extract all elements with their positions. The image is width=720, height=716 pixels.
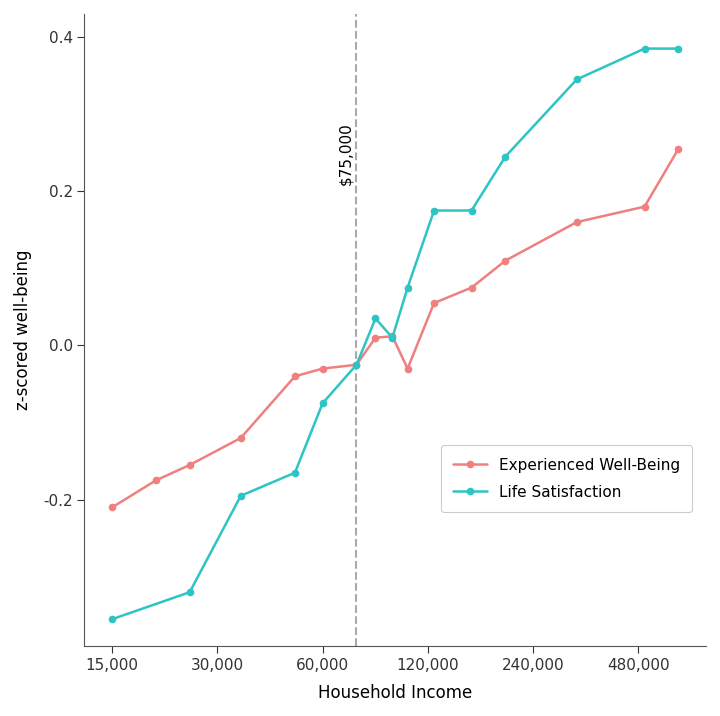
Experienced Well-Being (236, 434, 245, 442)
Experienced Well-Being (352, 360, 361, 369)
Text: $75,000: $75,000 (338, 122, 353, 185)
Life Satisfaction (185, 588, 194, 596)
Experienced Well-Being (501, 256, 510, 265)
Life Satisfaction (572, 75, 581, 84)
Line: Experienced Well-Being: Experienced Well-Being (109, 146, 682, 511)
Life Satisfaction (640, 44, 649, 53)
Life Satisfaction (236, 491, 245, 500)
Experienced Well-Being (430, 299, 438, 307)
Life Satisfaction (501, 153, 510, 161)
Life Satisfaction (430, 206, 438, 215)
Life Satisfaction (108, 615, 117, 624)
Y-axis label: z-scored well-being: z-scored well-being (14, 250, 32, 410)
Experienced Well-Being (640, 203, 649, 211)
Experienced Well-Being (388, 332, 397, 341)
Experienced Well-Being (372, 334, 380, 342)
Experienced Well-Being (467, 284, 476, 292)
Legend: Experienced Well-Being, Life Satisfaction: Experienced Well-Being, Life Satisfactio… (441, 445, 692, 512)
Experienced Well-Being (291, 372, 300, 381)
Experienced Well-Being (185, 460, 194, 469)
Life Satisfaction (372, 314, 380, 323)
Life Satisfaction (352, 360, 361, 369)
Life Satisfaction (467, 206, 476, 215)
Experienced Well-Being (674, 145, 683, 153)
Life Satisfaction (388, 334, 397, 342)
Experienced Well-Being (572, 218, 581, 226)
Life Satisfaction (403, 284, 412, 292)
Experienced Well-Being (318, 364, 327, 373)
X-axis label: Household Income: Household Income (318, 684, 472, 702)
Experienced Well-Being (108, 503, 117, 512)
Line: Life Satisfaction: Life Satisfaction (109, 45, 682, 622)
Life Satisfaction (674, 44, 683, 53)
Life Satisfaction (318, 399, 327, 407)
Experienced Well-Being (151, 476, 160, 485)
Experienced Well-Being (403, 364, 412, 373)
Life Satisfaction (291, 468, 300, 477)
